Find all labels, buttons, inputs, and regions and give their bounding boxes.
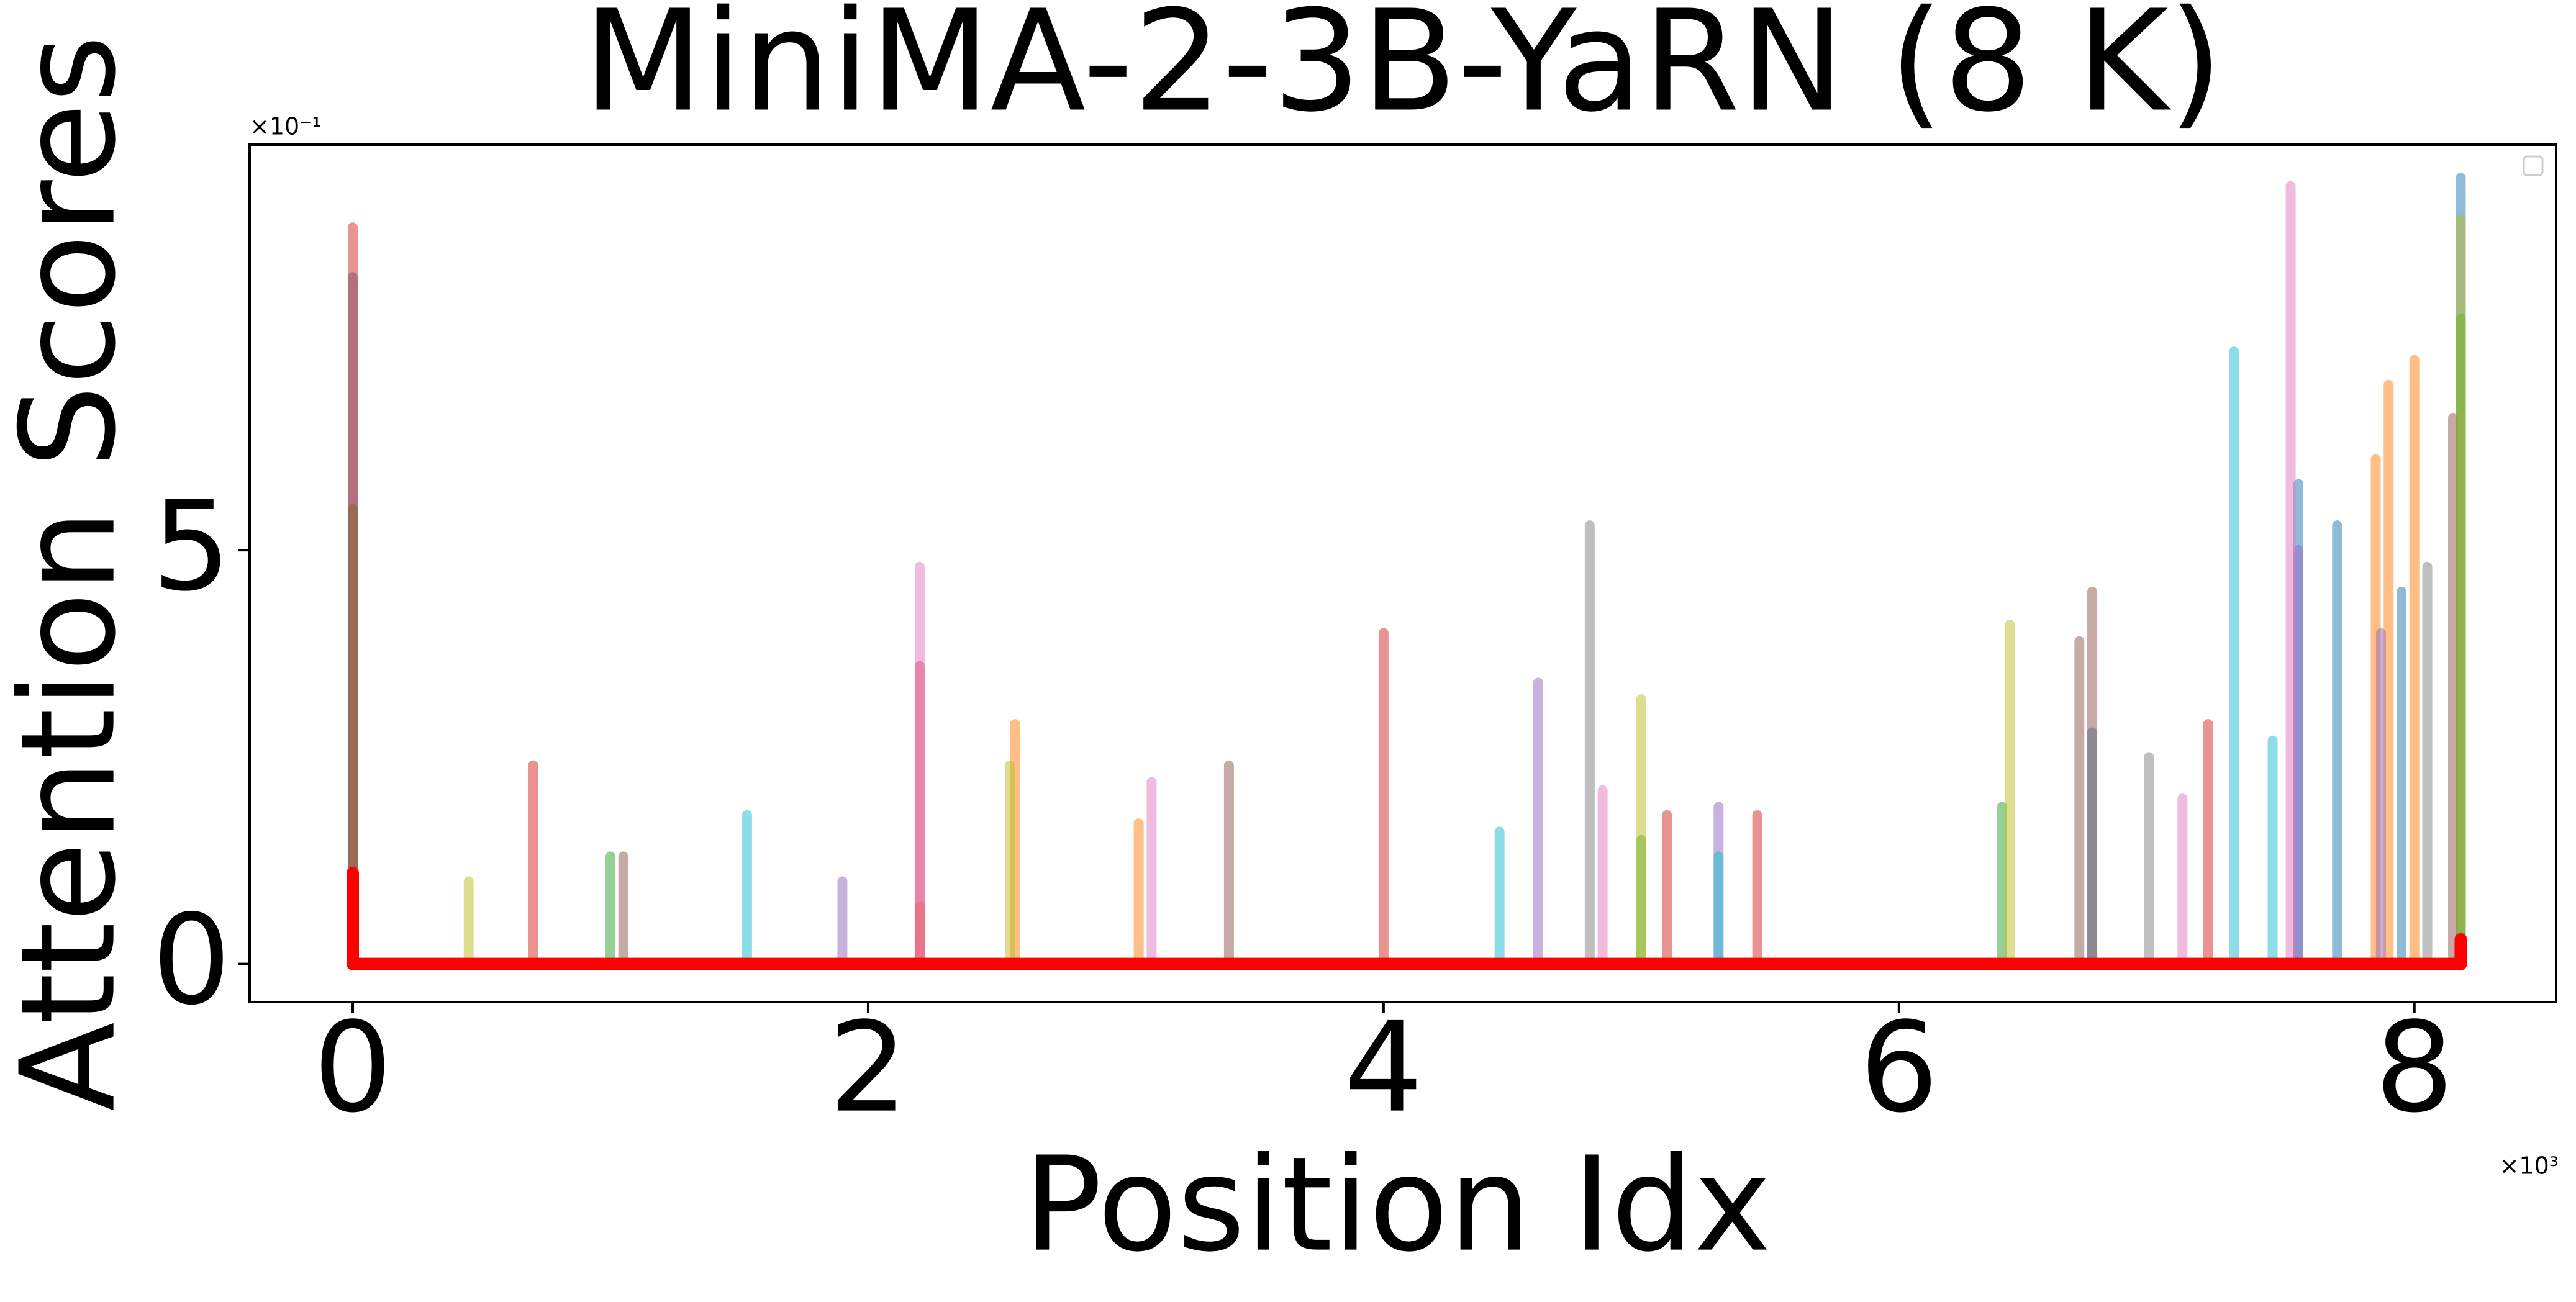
chart-title: MiniMA-2-3B-YaRN (8 K) (583, 0, 2223, 143)
y-tick-label: 0 (152, 888, 231, 1033)
x-offset-label: ×10³ (2500, 1152, 2559, 1180)
plot-area (346, 173, 2467, 970)
y-tick-label: 5 (152, 474, 231, 619)
y-axis-label: Attention Scores (0, 35, 145, 1111)
x-axis-label: Position Idx (1023, 1129, 1771, 1281)
legend-box (2523, 155, 2544, 176)
series (742, 346, 2278, 969)
plot-frame (248, 143, 2557, 1003)
series (463, 214, 2466, 969)
y-offset-label: ×10⁻¹ (250, 113, 321, 140)
series (914, 181, 2296, 969)
x-tick-label: 6 (1859, 996, 1938, 1141)
series (618, 412, 2459, 969)
x-tick-label: 2 (828, 996, 907, 1141)
x-tick-label: 8 (2375, 996, 2454, 1141)
x-tick-label: 0 (313, 996, 392, 1141)
x-tick-label: 4 (1344, 996, 1423, 1141)
series (346, 867, 2467, 970)
series (1584, 520, 2433, 969)
